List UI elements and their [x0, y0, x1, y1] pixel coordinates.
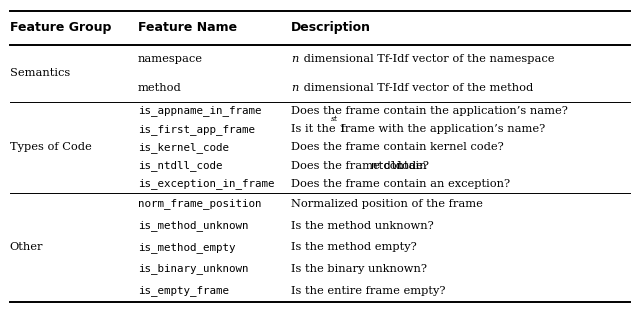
- Text: Feature Group: Feature Group: [10, 21, 111, 34]
- Text: is_binary_unknown: is_binary_unknown: [138, 263, 248, 274]
- Text: Does the frame contain the application’s name?: Does the frame contain the application’s…: [291, 106, 568, 116]
- Text: dimensional Tf-Idf vector of the method: dimensional Tf-Idf vector of the method: [300, 82, 532, 93]
- Text: Is the method unknown?: Is the method unknown?: [291, 221, 434, 230]
- Text: is_empty_frame: is_empty_frame: [138, 285, 228, 296]
- Text: Semantics: Semantics: [10, 68, 70, 78]
- Text: Is the entire frame empty?: Is the entire frame empty?: [291, 286, 445, 296]
- Text: Does the frame contain an exception?: Does the frame contain an exception?: [291, 179, 510, 189]
- Text: frame with the application’s name?: frame with the application’s name?: [337, 124, 545, 134]
- Text: Feature Name: Feature Name: [138, 21, 237, 34]
- Text: method: method: [138, 82, 181, 93]
- Text: dimensional Tf-Idf vector of the namespace: dimensional Tf-Idf vector of the namespa…: [300, 54, 554, 64]
- Text: Description: Description: [291, 21, 371, 34]
- Text: Is the binary unknown?: Is the binary unknown?: [291, 264, 428, 274]
- Text: namespace: namespace: [138, 54, 203, 64]
- Text: is_exception_in_frame: is_exception_in_frame: [138, 178, 274, 189]
- Text: is_first_app_frame: is_first_app_frame: [138, 124, 255, 135]
- Text: code?: code?: [392, 161, 429, 170]
- Text: Is the method empty?: Is the method empty?: [291, 242, 417, 252]
- Text: Does the frame contain kernel code?: Does the frame contain kernel code?: [291, 142, 504, 152]
- Text: Normalized position of the frame: Normalized position of the frame: [291, 199, 483, 209]
- Text: Other: Other: [10, 242, 43, 252]
- Text: is_appname_in_frame: is_appname_in_frame: [138, 105, 261, 116]
- Text: st: st: [332, 115, 339, 123]
- Text: n: n: [291, 54, 299, 64]
- Text: Types of Code: Types of Code: [10, 142, 92, 152]
- Text: is_method_empty: is_method_empty: [138, 242, 235, 253]
- Text: norm_frame_position: norm_frame_position: [138, 199, 261, 209]
- Text: Does the frame contain: Does the frame contain: [291, 161, 430, 170]
- Text: is_method_unknown: is_method_unknown: [138, 220, 248, 231]
- Text: is_kernel_code: is_kernel_code: [138, 142, 228, 153]
- Text: ntdll: ntdll: [371, 161, 404, 170]
- Text: Is it the 1: Is it the 1: [291, 124, 347, 134]
- Text: n: n: [291, 82, 299, 93]
- Text: is_ntdll_code: is_ntdll_code: [138, 160, 222, 171]
